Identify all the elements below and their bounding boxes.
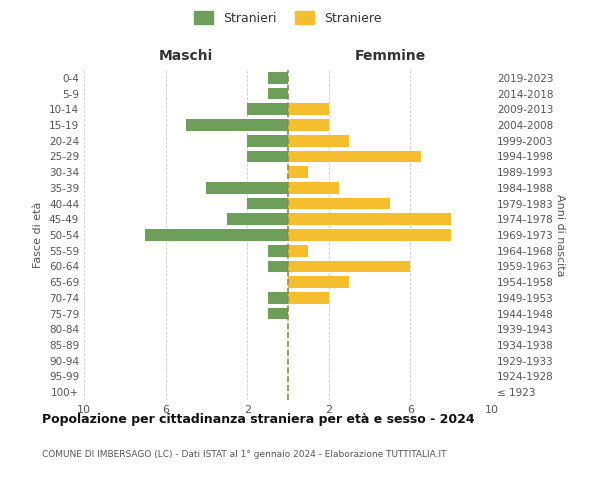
Bar: [247, 135, 288, 146]
Bar: [288, 260, 410, 272]
Bar: [145, 229, 288, 241]
Text: COMUNE DI IMBERSAGO (LC) - Dati ISTAT al 1° gennaio 2024 - Elaborazione TUTTITAL: COMUNE DI IMBERSAGO (LC) - Dati ISTAT al…: [42, 450, 446, 459]
Text: Popolazione per cittadinanza straniera per età e sesso - 2024: Popolazione per cittadinanza straniera p…: [42, 412, 475, 426]
Bar: [288, 245, 308, 256]
Bar: [288, 198, 390, 209]
Bar: [227, 214, 288, 225]
Bar: [288, 276, 349, 288]
Bar: [288, 150, 421, 162]
Bar: [247, 150, 288, 162]
Bar: [288, 104, 329, 115]
Bar: [288, 214, 451, 225]
Legend: Stranieri, Straniere: Stranieri, Straniere: [190, 6, 386, 30]
Bar: [268, 260, 288, 272]
Bar: [268, 308, 288, 320]
Bar: [268, 292, 288, 304]
Text: Maschi: Maschi: [159, 50, 213, 64]
Bar: [288, 182, 339, 194]
Bar: [247, 198, 288, 209]
Bar: [247, 104, 288, 115]
Bar: [288, 119, 329, 131]
Text: Femmine: Femmine: [355, 50, 425, 64]
Bar: [268, 72, 288, 84]
Bar: [288, 292, 329, 304]
Bar: [206, 182, 288, 194]
Bar: [268, 88, 288, 100]
Bar: [288, 229, 451, 241]
Y-axis label: Fasce di età: Fasce di età: [34, 202, 43, 268]
Bar: [288, 135, 349, 146]
Y-axis label: Anni di nascita: Anni di nascita: [555, 194, 565, 276]
Bar: [288, 166, 308, 178]
Bar: [268, 245, 288, 256]
Bar: [186, 119, 288, 131]
